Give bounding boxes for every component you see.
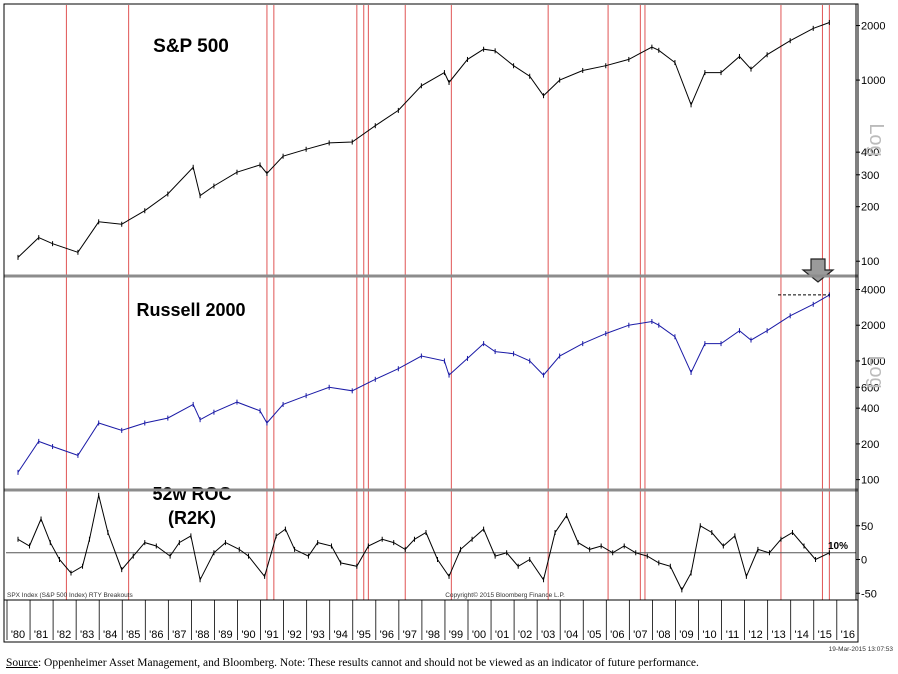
x-tick-label: '12 — [748, 629, 762, 641]
x-tick-label: '95 — [357, 629, 371, 641]
x-tick-label: '09 — [679, 629, 693, 641]
x-tick-label: '88 — [195, 629, 209, 641]
x-tick-label: '84 — [103, 629, 117, 641]
x-tick-label: '81 — [34, 629, 48, 641]
x-tick-label: '86 — [149, 629, 163, 641]
x-tick-label: '93 — [310, 629, 324, 641]
x-tick-label: '04 — [564, 629, 578, 641]
x-tick-label: '00 — [472, 629, 486, 641]
source-label: Source — [6, 657, 38, 669]
x-tick-label: '99 — [449, 629, 463, 641]
y-tick-label: 1000 — [861, 356, 885, 368]
reference-line-label: 10% — [828, 541, 848, 552]
x-tick-label: '11 — [726, 629, 740, 641]
y-tick-label: -50 — [861, 588, 877, 600]
panel-dividers — [4, 274, 858, 492]
series-line — [17, 495, 830, 591]
y-axis-label: Log — [865, 123, 887, 156]
y-tick-label: 100 — [861, 256, 879, 268]
y-tick-label: 300 — [861, 170, 879, 182]
x-tick-label: '15 — [818, 629, 832, 641]
caption-left: SPX Index (S&P 500 Index) RTY Breakouts — [7, 592, 133, 599]
y-tick-label: 200 — [861, 202, 879, 214]
source-footer: Source: Oppenheimer Asset Management, an… — [6, 657, 894, 673]
y-tick-label: 0 — [861, 555, 867, 567]
inner-captions: SPX Index (S&P 500 Index) RTY Breakouts … — [7, 591, 893, 653]
y-tick-label: 600 — [861, 382, 879, 394]
y-tick-label: 200 — [861, 439, 879, 451]
x-tick-label: '02 — [518, 629, 532, 641]
caption-center: Copyright© 2015 Bloomberg Finance L.P. — [445, 591, 565, 599]
title-background — [134, 485, 250, 529]
x-tick-label: '98 — [426, 629, 440, 641]
panel-2: 100 200 400 600 1000 2000 4000 Log Russell 2000 — [17, 258, 887, 487]
y-tick-label: 1000 — [861, 75, 885, 87]
y-tick-label: 100 — [861, 475, 879, 487]
x-tick-label: '91 — [264, 629, 278, 641]
x-tick-label: '16 — [841, 629, 855, 641]
x-tick-label: '07 — [633, 629, 647, 641]
x-tick-label: '85 — [126, 629, 140, 641]
panel-1: 100 200 300 400 1000 2000 Log S&P 500 — [17, 19, 887, 268]
x-tick-label: '10 — [702, 629, 716, 641]
x-tick-label: '82 — [57, 629, 71, 641]
panel-title: 52w ROC — [152, 484, 231, 504]
x-tick-label: '06 — [610, 629, 624, 641]
x-tick-label: '03 — [541, 629, 555, 641]
panel-title: Russell 2000 — [136, 300, 245, 320]
x-tick-label: '01 — [495, 629, 509, 641]
y-tick-label: 50 — [861, 521, 873, 533]
x-tick-label: '83 — [80, 629, 94, 641]
y-axis-label: Log — [865, 355, 887, 388]
x-tick-label: '87 — [172, 629, 186, 641]
highlight-lines — [65, 5, 830, 600]
x-tick-label: '90 — [241, 629, 255, 641]
caption-right: 19-Mar-2015 13:07:53 — [829, 646, 894, 653]
x-tick-label: '94 — [334, 629, 348, 641]
x-tick-label: '14 — [795, 629, 809, 641]
y-tick-label: 2000 — [861, 21, 885, 33]
x-tick-label: '08 — [656, 629, 670, 641]
x-tick-label: '13 — [771, 629, 785, 641]
x-tick-label: '97 — [403, 629, 417, 641]
x-axis: '80 '81 '82 '83 '84 '85 '86 '87 '88 '89 '90 '91 '92 '… — [4, 599, 858, 641]
y-tick-label: 4000 — [861, 285, 885, 297]
plot-frame — [3, 3, 859, 643]
footer-text: : Oppenheimer Asset Management, and Bloo… — [37, 657, 699, 669]
x-tick-label: '92 — [287, 629, 301, 641]
panel-title: (R2K) — [168, 508, 216, 528]
x-tick-label: '05 — [587, 629, 601, 641]
y-tick-label: 400 — [861, 147, 879, 159]
x-tick-label: '96 — [380, 629, 394, 641]
chart-frame — [3, 3, 859, 643]
y-tick-label: 400 — [861, 403, 879, 415]
y-tick-label: 2000 — [861, 320, 885, 332]
panel-title: S&P 500 — [153, 36, 229, 57]
x-tick-label: '89 — [218, 629, 232, 641]
x-tick-label: '80 — [11, 629, 25, 641]
